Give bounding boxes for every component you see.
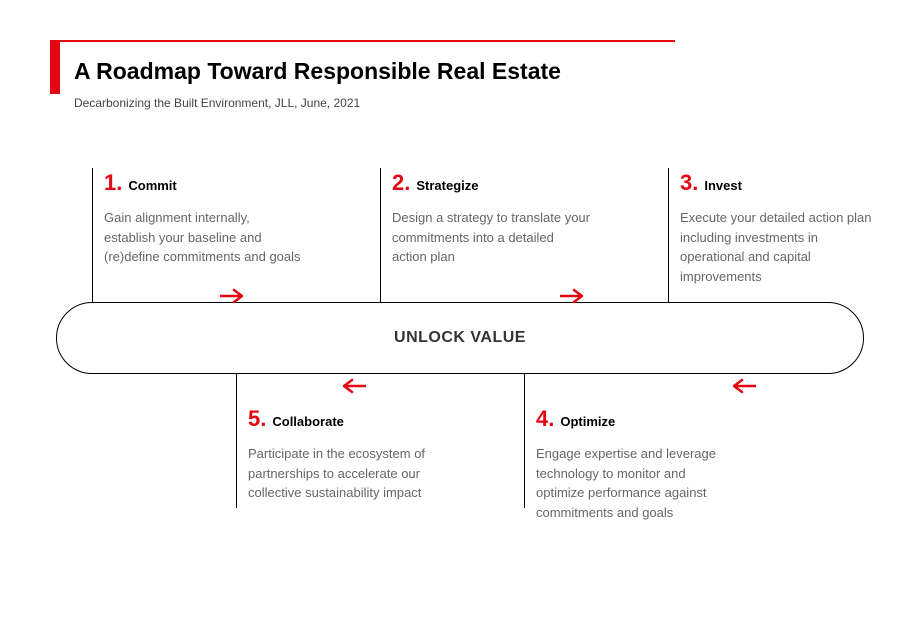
header-rule bbox=[50, 40, 675, 42]
divider bbox=[236, 374, 237, 508]
step-description: Gain alignment internally, establish you… bbox=[104, 208, 304, 267]
step-description: Execute your detailed action plan includ… bbox=[680, 208, 880, 286]
step: 2. Strategize Design a strategy to transla… bbox=[392, 170, 592, 267]
step-number: 2. bbox=[392, 170, 410, 195]
step-label: Optimize bbox=[560, 414, 615, 429]
step-label: Commit bbox=[128, 178, 176, 193]
arrow-left-icon bbox=[340, 378, 366, 399]
step-label: Strategize bbox=[416, 178, 478, 193]
step: 5. Collaborate Participate in the ecosyste… bbox=[248, 406, 448, 503]
step: 4. Optimize Engage expertise and leverage … bbox=[536, 406, 736, 522]
step-number: 1. bbox=[104, 170, 122, 195]
page-title: A Roadmap Toward Responsible Real Estate bbox=[74, 58, 561, 85]
step: 3. Invest Execute your detailed action pla… bbox=[680, 170, 880, 286]
arrow-left-icon bbox=[730, 378, 756, 399]
step-label: Invest bbox=[704, 178, 742, 193]
header-accent-bar bbox=[50, 40, 60, 94]
divider bbox=[524, 374, 525, 508]
unlock-value-pill: UNLOCK VALUE bbox=[56, 302, 864, 374]
divider bbox=[380, 168, 381, 302]
step-label: Collaborate bbox=[272, 414, 344, 429]
step: 1. Commit Gain alignment internally, estab… bbox=[104, 170, 304, 267]
page-subtitle: Decarbonizing the Built Environment, JLL… bbox=[74, 96, 360, 110]
step-description: Engage expertise and leverage technology… bbox=[536, 444, 736, 522]
step-description: Participate in the ecosystem of partners… bbox=[248, 444, 448, 503]
step-number: 3. bbox=[680, 170, 698, 195]
step-number: 4. bbox=[536, 406, 554, 431]
step-number: 5. bbox=[248, 406, 266, 431]
arrow-right-icon bbox=[560, 288, 586, 309]
pill-label: UNLOCK VALUE bbox=[394, 329, 526, 347]
arrow-right-icon bbox=[220, 288, 246, 309]
divider bbox=[668, 168, 669, 302]
step-description: Design a strategy to translate your comm… bbox=[392, 208, 592, 267]
divider bbox=[92, 168, 93, 302]
